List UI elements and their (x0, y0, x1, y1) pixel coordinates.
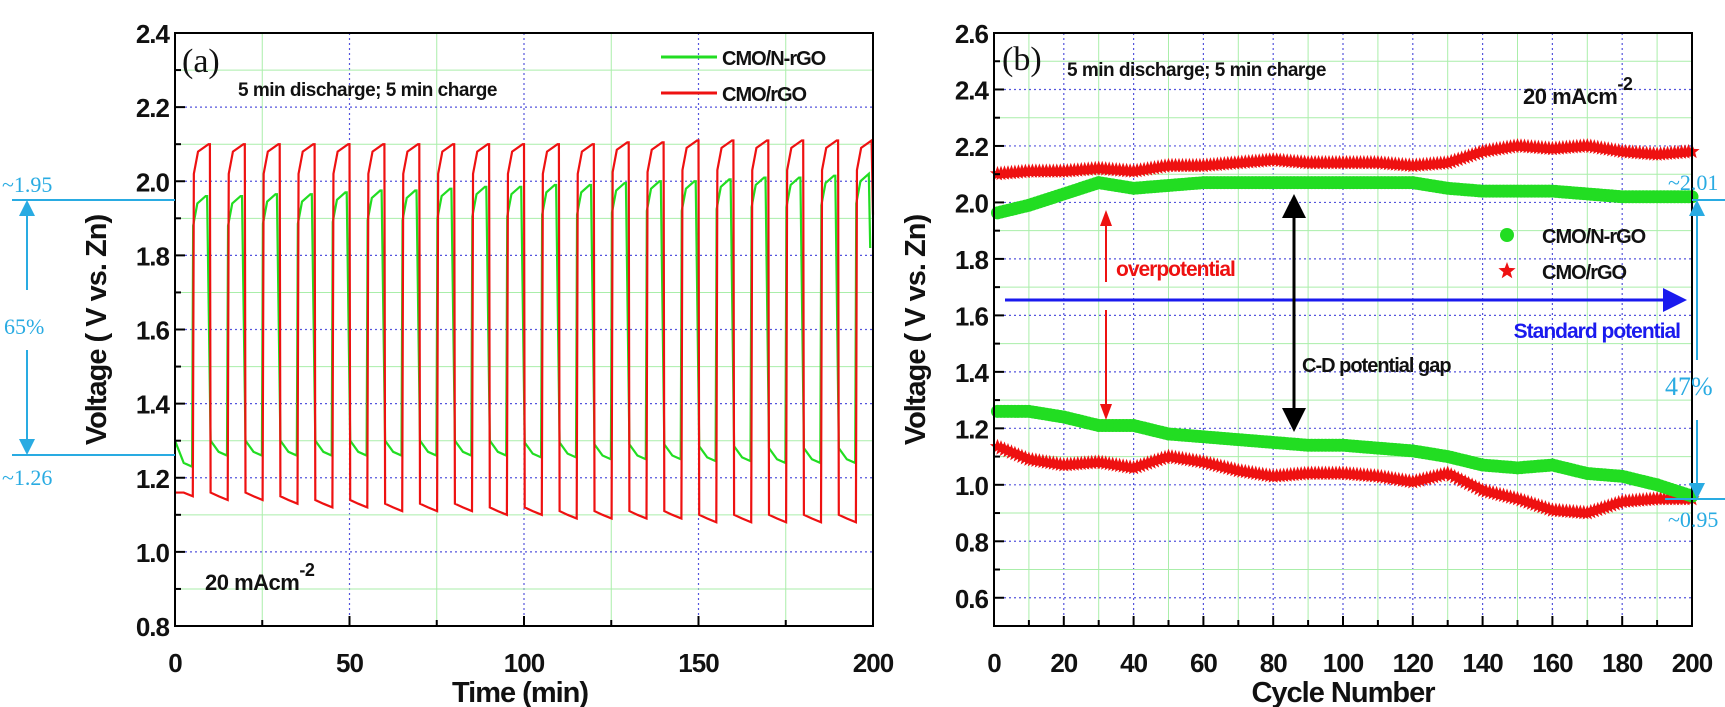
panel-b-ylabel: Voltage ( V vs. Zn) (900, 215, 932, 446)
panel-b-x-tick-label: 100 (1323, 648, 1364, 678)
panel-b-y-tick-label: 1.4 (955, 358, 990, 388)
panel-b-y-tick-label: 2.6 (955, 19, 989, 49)
panel-a-y-tick-label: 2.2 (136, 93, 170, 123)
annot-b-efficiency: 47% (1665, 372, 1713, 401)
panel-a-ticks: 0 50 100 150 200 0.8 1.0 1.2 1.4 1.6 1.8 2.0 2.2 2.4 (136, 19, 895, 678)
annot-b-lower: ~0.95 (1668, 507, 1718, 532)
legend-b-star-icon (1498, 262, 1516, 279)
panel-b-x-tick-label: 140 (1462, 648, 1503, 678)
legend-b-cmo-rgo: CMO/rGO (1542, 262, 1627, 284)
panel-a-xlabel: Time (min) (452, 677, 588, 707)
panel-b-xlabel: Cycle Number (1251, 677, 1435, 707)
annot-a-efficiency: 65% (4, 314, 44, 339)
panel-a-chart: 0 50 100 150 2000.81.01.21.41.61.82.02.22.4 … (2, 19, 895, 707)
annot-a-upper: ~1.95 (2, 172, 52, 197)
panel-b-x-tick-label: 20 (1050, 648, 1077, 678)
panel-b-x-tick-label: 180 (1602, 648, 1643, 678)
overpotential-label: overpotential (1116, 258, 1235, 281)
gap-label: C-D potential gap (1302, 355, 1451, 377)
panel-b-series (989, 138, 1700, 520)
panel-b-y-tick-label: 1.2 (955, 414, 989, 444)
annot-a-lower: ~1.26 (2, 465, 52, 490)
panel-a-y-tick-label: 2.0 (136, 167, 170, 197)
panel-a-current-density: 20 mAcm-2 (205, 560, 315, 595)
panel-b-y-tick-label: 2.2 (955, 132, 989, 162)
panel-b-y-tick-label: 1.6 (955, 301, 989, 331)
panel-b-y-tick-label: 0.8 (955, 527, 989, 557)
panel-b-x-tick-label: 80 (1260, 648, 1287, 678)
panel-a-y-tick-label: 1.4 (136, 390, 171, 420)
legend-a-cmo-rgo: CMO/rGO (722, 84, 807, 106)
panel-b-grid (994, 33, 1692, 626)
panel-b-x-tick-label: 120 (1393, 648, 1434, 678)
panel-b-x-tick-label: 0 (987, 648, 1001, 678)
panel-b-ticks: 0 20 40 60 80 100 120 140 160 180 200 0.6 0.8 1.0 1.2 1… (955, 19, 1714, 678)
panel-a-y-tick-label: 0.8 (136, 612, 170, 642)
panel-a-x-tick-label: 0 (168, 648, 182, 678)
legend-b-green-dot (1500, 228, 1514, 242)
panel-a-label: (a) (182, 43, 220, 80)
panel-b-protocol: 5 min discharge; 5 min charge (1067, 60, 1326, 81)
panel-a-x-tick-label: 200 (853, 648, 894, 678)
panel-b-x-tick-label: 60 (1190, 648, 1217, 678)
panel-a-protocol: 5 min discharge; 5 min charge (238, 80, 497, 101)
legend-a-cmo-nrgo: CMO/N-rGO (722, 48, 826, 70)
panel-b-label: (b) (1002, 41, 1042, 78)
annot-b-upper: ~2.01 (1668, 170, 1718, 195)
panel-b-y-tick-label: 2.0 (955, 188, 989, 218)
panel-b-y-tick-label: 1.0 (955, 471, 989, 501)
panel-a-y-tick-label: 2.4 (136, 19, 171, 49)
panel-a-ylabel: Voltage ( V vs. Zn) (81, 215, 113, 446)
panel-b-chart: 0 20 40 60 80 100 120 140 160 180 200 0.6 0.8 1.0 1.2 1… (900, 19, 1725, 707)
panel-b-y-tick-label: 0.6 (955, 584, 989, 614)
panel-b-x-tick-label: 40 (1120, 648, 1147, 678)
panel-b-y-tick-label: 2.4 (955, 75, 990, 105)
standard-potential-label: Standard potential (1514, 320, 1681, 343)
panel-a-y-tick-label: 1.6 (136, 316, 170, 346)
panel-b-x-tick-label: 160 (1532, 648, 1573, 678)
panel-a-series (173, 138, 875, 524)
series-line-cmo-rgo (175, 138, 875, 524)
panel-a-y-tick-label: 1.2 (136, 464, 170, 494)
panel-b-current-density: 20 mAcm-2 (1523, 74, 1633, 109)
panel-a-x-tick-label: 100 (504, 648, 545, 678)
panel-a-y-tick-label: 1.8 (136, 241, 170, 271)
panel-a-y-tick-label: 1.0 (136, 538, 170, 568)
panel-b-y-tick-label: 1.8 (955, 245, 989, 275)
panel-a-x-tick-label: 50 (336, 648, 363, 678)
legend-b-cmo-nrgo: CMO/N-rGO (1542, 226, 1646, 248)
panel-a-x-tick-label: 150 (678, 648, 719, 678)
panel-b-x-tick-label: 200 (1672, 648, 1713, 678)
